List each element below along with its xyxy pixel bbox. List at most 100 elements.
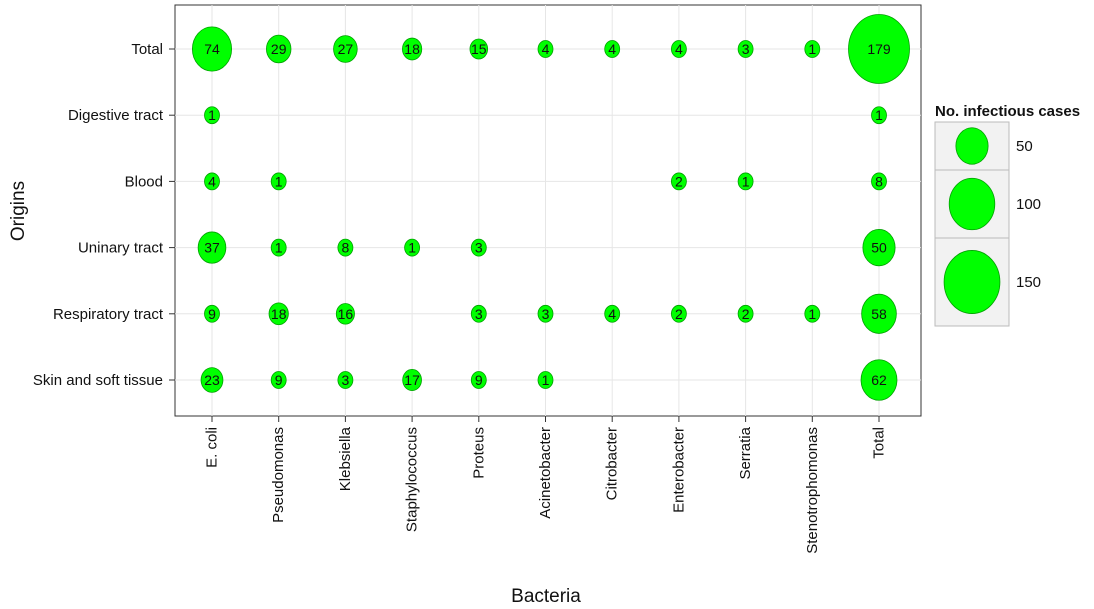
bubble-value-label: 4	[608, 41, 616, 57]
bubble-value-label: 4	[542, 41, 550, 57]
bubble-value-label: 1	[275, 173, 283, 189]
bubble	[204, 106, 220, 125]
bubble	[848, 14, 910, 84]
bubble-value-label: 16	[338, 306, 354, 322]
bubble	[204, 304, 220, 323]
bubble-value-label: 4	[608, 306, 616, 322]
bubble	[671, 40, 687, 58]
bubble	[200, 367, 224, 393]
legend-key-label: 50	[1016, 138, 1033, 155]
bubble	[469, 38, 489, 60]
bubble-value-label: 37	[204, 240, 220, 256]
bubble-value-label: 3	[542, 306, 550, 322]
x-axis-title: Bacteria	[511, 586, 581, 607]
bubble-value-label: 8	[875, 173, 883, 189]
bubble-value-label: 9	[275, 372, 283, 388]
x-tick-label: Enterobacter	[670, 427, 687, 513]
bubble-value-label: 23	[204, 372, 220, 388]
bubble	[266, 34, 292, 64]
x-tick-label: Acinetobacter	[537, 427, 554, 519]
bubble-value-label: 1	[275, 240, 283, 256]
bubble	[337, 238, 354, 257]
bubble-value-label: 2	[742, 306, 750, 322]
plot-panel	[174, 4, 922, 417]
bubble-value-label: 1	[808, 306, 816, 322]
bubble	[737, 40, 754, 58]
x-tick-label: Klebsiella	[337, 426, 354, 491]
x-tick-label: Serratia	[737, 426, 754, 479]
bubble-value-label: 1	[742, 173, 750, 189]
bubble	[270, 238, 287, 257]
bubble-value-label: 58	[871, 306, 887, 322]
bubble-value-label: 1	[875, 107, 883, 123]
bubble	[737, 304, 754, 323]
bubble-value-label: 27	[338, 41, 354, 57]
bubble-value-label: 2	[675, 306, 683, 322]
bubble-value-label: 4	[208, 173, 216, 189]
bubble	[671, 304, 687, 323]
legend-title: No. infectious cases	[935, 103, 1080, 120]
y-tick-label: Respiratory tract	[53, 306, 164, 323]
bubble	[871, 106, 887, 125]
y-tick-label: Total	[131, 41, 163, 58]
bubble-value-label: 29	[271, 41, 287, 57]
bubble-value-label: 18	[271, 306, 287, 322]
bubble-value-label: 62	[871, 372, 887, 388]
y-tick-label: Blood	[125, 173, 163, 190]
bubble-value-label: 3	[475, 306, 483, 322]
x-tick-label: Total	[871, 427, 888, 459]
x-tick-label: E. coli	[204, 427, 221, 468]
bubble	[604, 40, 621, 58]
bubble	[470, 304, 487, 323]
bubble-value-label: 2	[675, 173, 683, 189]
bubble-value-label: 9	[475, 372, 483, 388]
x-axis-tick-labels: E. coli Pseudomonas Klebsiella Staphylococc…	[204, 416, 888, 554]
bubble-value-label: 74	[204, 41, 220, 57]
bubble	[197, 231, 227, 264]
legend-key-bubble	[948, 177, 996, 231]
bubble-value-label: 8	[342, 240, 350, 256]
bubble	[270, 371, 287, 389]
bubble	[804, 40, 821, 58]
bubble-value-label: 1	[808, 41, 816, 57]
bubble	[604, 304, 621, 323]
bubble	[470, 238, 487, 257]
bubble-value-label: 1	[408, 240, 416, 256]
bubble	[402, 37, 423, 61]
bubble-value-label: 3	[342, 372, 350, 388]
bubble-value-label: 50	[871, 240, 887, 256]
bubble	[337, 371, 354, 389]
bubble-value-label: 15	[471, 41, 487, 57]
bubble	[537, 40, 554, 58]
bubble	[737, 172, 754, 191]
bubble	[333, 35, 358, 63]
bubble-value-label: 179	[867, 41, 891, 57]
bubble	[804, 304, 821, 323]
legend-key-label: 150	[1016, 274, 1041, 291]
bubble	[860, 359, 898, 401]
bubble-value-label: 18	[404, 41, 420, 57]
x-tick-label: Proteus	[470, 427, 487, 479]
y-tick-label: Digestive tract	[68, 107, 164, 124]
x-tick-label: Stenotrophomonas	[804, 427, 821, 554]
bubble	[270, 172, 287, 191]
legend-key-label: 100	[1016, 196, 1041, 213]
x-tick-label: Pseudomonas	[270, 427, 287, 523]
bubble-value-label: 4	[675, 41, 683, 57]
bubble	[537, 371, 554, 389]
bubble	[191, 26, 233, 72]
y-tick-label: Uninary tract	[78, 240, 164, 257]
bubble	[537, 304, 554, 323]
bubble	[671, 172, 687, 191]
bubble	[862, 228, 896, 267]
bubble	[402, 368, 422, 392]
bubble	[871, 172, 887, 191]
legend-key-bubble	[943, 250, 1001, 314]
bubble	[470, 371, 487, 389]
bubble-value-label: 1	[542, 372, 550, 388]
bubble-value-label: 9	[208, 306, 216, 322]
bubble	[268, 302, 289, 326]
legend: No. infectious cases 50 100 150	[934, 103, 1080, 327]
bubble-value-label: 1	[208, 107, 216, 123]
